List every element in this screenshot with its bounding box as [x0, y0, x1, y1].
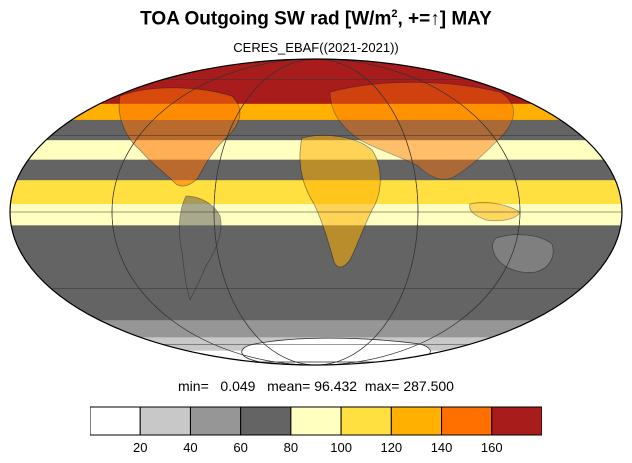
- colorbar-tick-label: 100: [330, 440, 352, 455]
- colorbar-swatch: [340, 406, 392, 436]
- colorbar-tick-label: 140: [430, 440, 453, 455]
- meridian-line: [111, 59, 521, 365]
- title-suffix: , +=↑] MAY: [397, 8, 492, 30]
- colorbar: [90, 406, 542, 436]
- colorbar-swatch: [90, 406, 141, 436]
- south-america-shape: [178, 195, 222, 302]
- latitude-band: [10, 320, 622, 338]
- latitude-band: [10, 264, 622, 321]
- colorbar-tick-label: 120: [380, 440, 403, 455]
- north-america-shape: [118, 87, 241, 187]
- statistics-line: min= 0.049 mean= 96.432 max= 287.500: [0, 378, 632, 394]
- meridian-line: [213, 59, 419, 365]
- colorbar-tick-label: 80: [283, 440, 299, 455]
- max-value: 287.500: [403, 378, 454, 394]
- latitude-band: [10, 103, 622, 121]
- colorbar-swatch: [290, 406, 342, 436]
- colorbar-tick-label: 60: [233, 440, 248, 455]
- colorbar-swatch: [390, 406, 443, 436]
- colorbar-tick-label: 40: [183, 440, 198, 455]
- antarctica-shape: [241, 337, 431, 363]
- map-content: [10, 59, 622, 365]
- title-superscript: 2: [391, 8, 398, 20]
- colorbar-swatch: [240, 406, 292, 436]
- map-title: TOA Outgoing SW rad [W/m2, +=↑] MAY: [0, 8, 632, 30]
- maritime-continent-shape: [469, 202, 521, 222]
- map-border: [9, 58, 623, 366]
- max-label: max=: [364, 378, 400, 394]
- mean-value: 96.432: [314, 378, 358, 394]
- australia-shape: [492, 234, 554, 273]
- min-label: min=: [178, 378, 209, 394]
- colorbar-swatch: [441, 406, 493, 436]
- asia-shape: [329, 81, 514, 180]
- colorbar-tick-label: 160: [480, 440, 503, 455]
- latitude-band: [10, 59, 622, 105]
- africa-shape: [299, 134, 381, 268]
- mean-label: mean=: [267, 378, 311, 394]
- colorbar-swatch: [139, 406, 191, 436]
- colorbar-swatch: [491, 406, 542, 436]
- map-subtitle: CERES_EBAF((2021-2021)): [233, 40, 399, 55]
- colorbar-swatch: [189, 406, 242, 436]
- title-text: TOA Outgoing SW rad [W/m: [140, 8, 392, 30]
- colorbar-tick-label: 20: [132, 440, 148, 455]
- min-value: 0.049: [220, 378, 256, 394]
- continent-shapes: [118, 81, 554, 363]
- latitude-band: [10, 203, 622, 226]
